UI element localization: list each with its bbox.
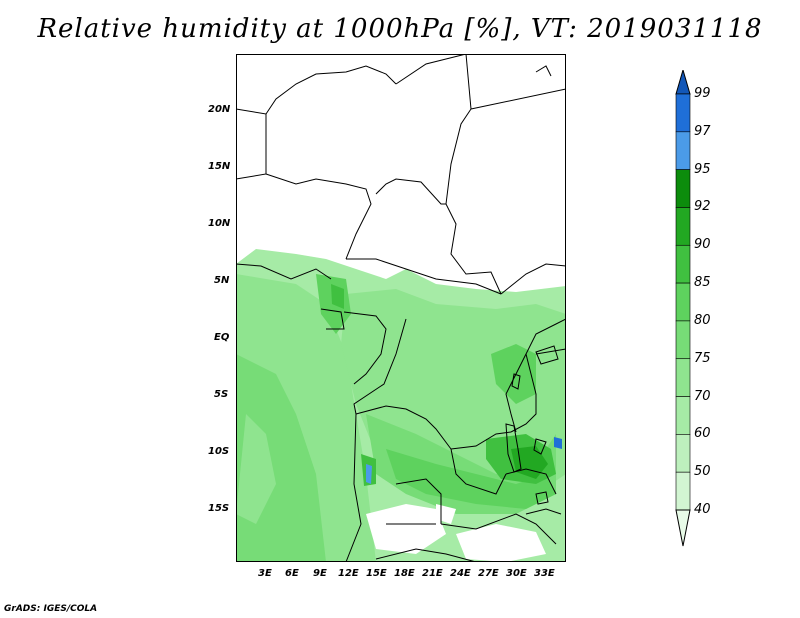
colorbar-level-label: 92 xyxy=(694,199,711,215)
lat-label-5n: 5N xyxy=(214,275,230,286)
map-frame xyxy=(236,54,566,562)
colorbar-band xyxy=(675,282,691,322)
lon-label-3e: 3E xyxy=(258,568,272,579)
lon-label-9e: 9E xyxy=(313,568,327,579)
colorbar-level-label: 97 xyxy=(694,123,711,139)
colorbar-band xyxy=(675,93,691,133)
lon-label-33e: 33E xyxy=(534,568,555,579)
lat-label-15s: 15S xyxy=(208,503,230,514)
colorbar-band xyxy=(675,320,691,360)
colorbar-band xyxy=(675,396,691,435)
lat-label-10n: 10N xyxy=(208,218,231,229)
lat-label-5s: 5S xyxy=(214,389,229,400)
colorbar-band xyxy=(675,169,691,208)
lat-label-15n: 15N xyxy=(208,161,231,172)
lon-label-18e: 18E xyxy=(394,568,415,579)
colorbar-level-label: 85 xyxy=(694,275,711,291)
lat-label-eq: EQ xyxy=(214,332,230,343)
map-panel xyxy=(236,54,566,562)
lon-label-24e: 24E xyxy=(450,568,471,579)
lon-label-27e: 27E xyxy=(478,568,499,579)
colorbar-bottom-triangle xyxy=(675,509,691,547)
colorbar-level-label: 70 xyxy=(694,388,711,404)
colorbar-band xyxy=(675,131,691,170)
lat-label-10s: 10S xyxy=(208,446,230,457)
colorbar-band xyxy=(675,434,691,473)
colorbar-band xyxy=(675,244,691,284)
lon-label-21e: 21E xyxy=(422,568,443,579)
colorbar-level-label: 75 xyxy=(694,350,711,366)
colorbar-band xyxy=(675,358,691,397)
colorbar-level-label: 40 xyxy=(694,502,711,517)
lat-label-20n: 20N xyxy=(208,104,231,115)
colorbar-level-label: 80 xyxy=(694,312,711,328)
colorbar-top-triangle xyxy=(675,70,691,95)
colorbar-level-label: 99 xyxy=(694,86,711,101)
lon-label-12e: 12E xyxy=(338,568,359,579)
lake-outlines xyxy=(505,65,559,505)
colorbar xyxy=(675,70,691,547)
colorbar-level-label: 50 xyxy=(694,464,711,480)
colorbar-level-label: 90 xyxy=(694,237,711,253)
colorbar-band xyxy=(675,471,691,511)
colorbar-level-label: 60 xyxy=(694,426,711,442)
grads-credit: GrADS: IGES/COLA xyxy=(4,604,98,614)
lon-label-6e: 6E xyxy=(285,568,299,579)
lon-label-30e: 30E xyxy=(506,568,527,579)
humidity-shading xyxy=(236,54,566,562)
country-borders xyxy=(236,54,566,562)
colorbar-band xyxy=(675,207,691,246)
lon-label-15e: 15E xyxy=(366,568,387,579)
colorbar-level-label: 95 xyxy=(694,161,711,177)
map-title: Relative humidity at 1000hPa [%], VT: 20… xyxy=(37,14,763,44)
